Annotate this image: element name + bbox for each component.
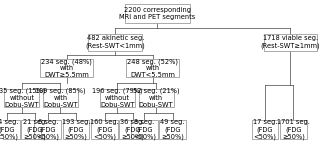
Text: 49 seg.
(FDG
≥50%): 49 seg. (FDG ≥50%) (161, 119, 185, 140)
FancyBboxPatch shape (0, 120, 20, 139)
FancyBboxPatch shape (252, 120, 278, 139)
FancyBboxPatch shape (91, 120, 118, 139)
FancyBboxPatch shape (4, 89, 39, 107)
FancyBboxPatch shape (43, 89, 78, 107)
FancyBboxPatch shape (159, 120, 186, 139)
Text: 193 seg.
(FDG
≥50%): 193 seg. (FDG ≥50%) (62, 119, 90, 140)
Text: 14 seg.
(FDG
<50%): 14 seg. (FDG <50%) (0, 119, 19, 140)
FancyBboxPatch shape (119, 120, 146, 139)
Text: 52 seg. (21%)
with
Dobu-SWT: 52 seg. (21%) with Dobu-SWT (133, 88, 179, 108)
FancyBboxPatch shape (63, 120, 89, 139)
Text: 199 seg. (85%)
with
Dobu-SWT: 199 seg. (85%) with Dobu-SWT (35, 88, 86, 108)
Text: 21 seg.
(FDG
≥50%): 21 seg. (FDG ≥50%) (23, 119, 47, 140)
Text: 482 akinetic seg.
(Rest-SWT<1mm): 482 akinetic seg. (Rest-SWT<1mm) (85, 35, 145, 49)
FancyBboxPatch shape (139, 89, 173, 107)
FancyBboxPatch shape (125, 5, 190, 23)
Text: 6 seg.
(FDG
<50%): 6 seg. (FDG <50%) (36, 119, 59, 140)
Text: 1701 seg.
(FDG
≥50%): 1701 seg. (FDG ≥50%) (277, 119, 310, 140)
Text: 35 seg. (15%)
without
Dobu-SWT: 35 seg. (15%) without Dobu-SWT (0, 88, 45, 108)
Text: 160 seg.
(FDG
<50%): 160 seg. (FDG <50%) (90, 119, 119, 140)
Text: 234 seg. (48%)
with
DWT≥5.5mm: 234 seg. (48%) with DWT≥5.5mm (41, 58, 92, 78)
FancyBboxPatch shape (22, 120, 48, 139)
Text: 2200 corresponding
MRI and PET segments: 2200 corresponding MRI and PET segments (119, 7, 196, 20)
FancyBboxPatch shape (126, 59, 179, 78)
FancyBboxPatch shape (34, 120, 61, 139)
Text: 248 seg. (52%)
with
DWT<5.5mm: 248 seg. (52%) with DWT<5.5mm (127, 58, 178, 78)
Text: 36 seg.
(FDG
≥50%): 36 seg. (FDG ≥50%) (120, 119, 145, 140)
FancyBboxPatch shape (280, 120, 307, 139)
Text: 1718 viable seg.
(Rest-SWT≥1mm): 1718 viable seg. (Rest-SWT≥1mm) (260, 35, 320, 49)
FancyBboxPatch shape (131, 120, 158, 139)
Text: 17 seg.
(FDG
<50%): 17 seg. (FDG <50%) (253, 119, 277, 140)
Text: 3 seg.
(FDG
<50%): 3 seg. (FDG <50%) (133, 119, 156, 140)
Text: 196 seg. (79%)
without
Dobu-SWT: 196 seg. (79%) without Dobu-SWT (92, 88, 143, 108)
FancyBboxPatch shape (40, 59, 93, 78)
FancyBboxPatch shape (263, 34, 317, 51)
FancyBboxPatch shape (88, 34, 142, 51)
FancyBboxPatch shape (100, 89, 135, 107)
